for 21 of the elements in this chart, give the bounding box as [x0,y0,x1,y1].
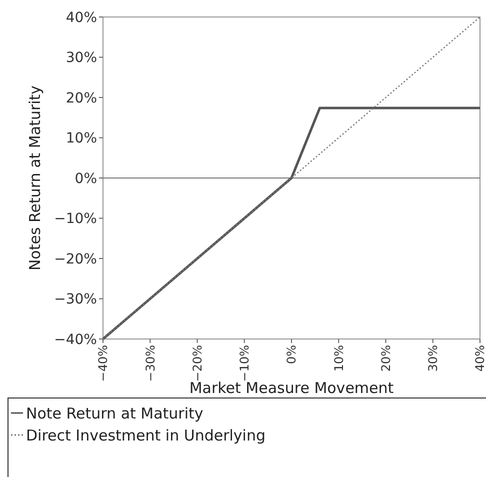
legend-label: Note Return at Maturity [26,404,204,422]
y-tick-label: 20% [66,90,97,106]
y-tick-label: −10% [54,211,97,228]
x-axis-title: Market Measure Movement [189,379,394,397]
y-tick-label: 30% [66,50,97,66]
x-tick-label: 40% [473,345,486,372]
x-tick-label: −10% [238,345,252,382]
y-tick-label: 10% [66,130,97,147]
x-tick-label: 10% [332,345,346,372]
y-tick-label: 40% [66,10,97,26]
y-tick-label: −30% [54,292,97,308]
x-tick-label: 20% [378,345,393,372]
y-tick-label: −20% [54,251,97,268]
y-tick-label: 0% [74,170,97,187]
legend-label: Direct Investment in Underlying [26,426,266,444]
y-tick-label: −40% [54,332,97,348]
x-tick-label: −30% [143,345,158,382]
x-tick-label: 30% [426,345,440,372]
x-tick-label: 0% [284,345,299,364]
x-tick-label: −20% [190,345,204,382]
y-axis-title: Notes Return at Maturity [26,85,44,271]
